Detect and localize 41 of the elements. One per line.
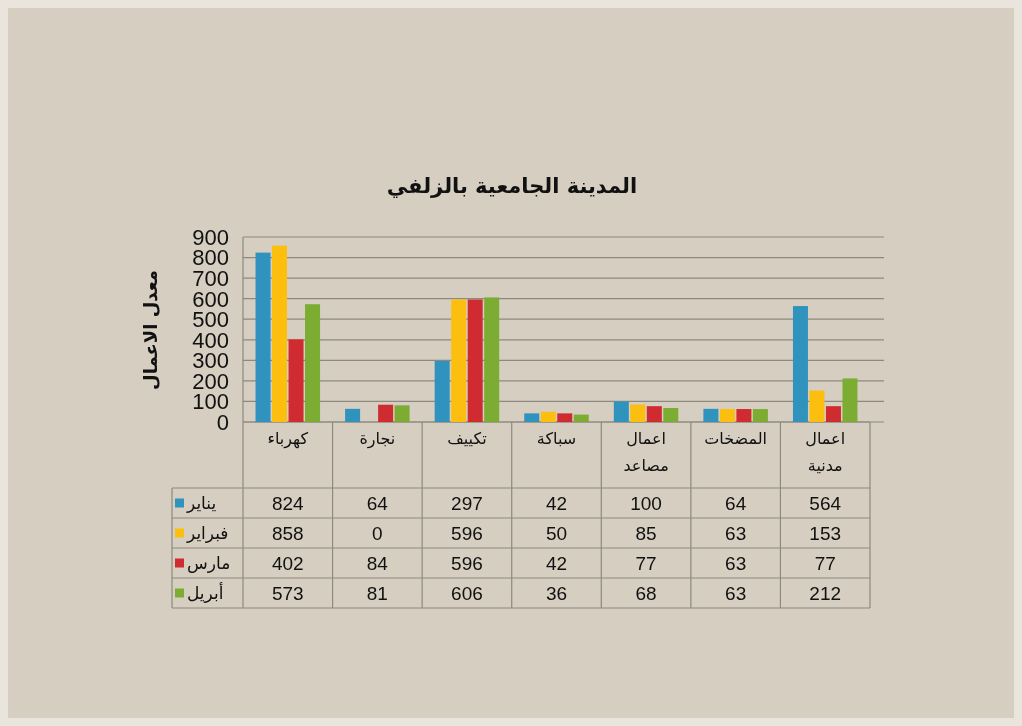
data-label: 0 (372, 522, 383, 544)
y-axis-title: معدل الاعمال (140, 270, 161, 390)
legend-label: مارس (187, 553, 231, 574)
legend-label: أبريل (187, 583, 224, 604)
data-label: 63 (725, 552, 747, 574)
data-label: 50 (545, 522, 568, 544)
data-label: 212 (809, 582, 842, 604)
data-label: 68 (635, 582, 657, 604)
data-label: 77 (635, 552, 657, 574)
x-tick-label: اعمال مصاعد (623, 429, 669, 475)
data-label: 36 (545, 582, 568, 604)
data-label: 42 (545, 492, 568, 514)
data-label: 858 (271, 522, 304, 544)
data-label: 573 (271, 582, 304, 604)
data-label: 564 (809, 492, 842, 514)
data-label: 42 (545, 552, 568, 574)
data-label: 77 (814, 552, 836, 574)
x-tick-label: سباكة (536, 429, 577, 448)
data-label: 64 (366, 492, 388, 514)
data-label: 81 (366, 582, 388, 604)
data-label: 402 (271, 552, 304, 574)
data-label: 153 (809, 522, 842, 544)
x-tick-label: المضخات (704, 429, 767, 448)
legend-label: يناير (187, 493, 217, 514)
legend-label: فبراير (187, 523, 229, 544)
data-label: 85 (635, 522, 657, 544)
data-label: 63 (725, 582, 747, 604)
title: المدينة الجامعية بالزلفي (386, 174, 638, 198)
x-tick-label: تكييف (447, 429, 487, 448)
data-label: 596 (451, 522, 483, 544)
data-label: 100 (630, 492, 662, 514)
data-label: 64 (725, 492, 747, 514)
data-label: 84 (366, 552, 388, 574)
data-label: 606 (451, 582, 483, 604)
data-label: 297 (451, 492, 483, 514)
x-tick-label: اعمال مدنية (805, 429, 846, 475)
data-label: 596 (451, 552, 483, 574)
data-label: 824 (271, 492, 304, 514)
x-tick-label: نجارة (359, 429, 396, 448)
x-tick-label: كهرباء (267, 429, 309, 448)
data-label: 63 (725, 522, 747, 544)
